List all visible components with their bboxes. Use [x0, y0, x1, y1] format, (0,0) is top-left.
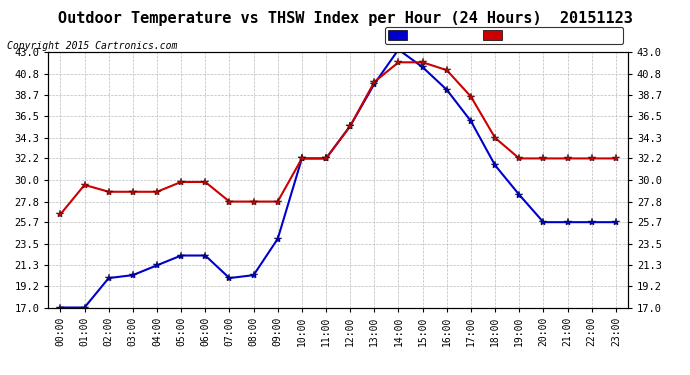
- Legend: THSW  (°F), Temperature  (°F): THSW (°F), Temperature (°F): [385, 27, 622, 44]
- Text: Outdoor Temperature vs THSW Index per Hour (24 Hours)  20151123: Outdoor Temperature vs THSW Index per Ho…: [57, 11, 633, 26]
- Text: Copyright 2015 Cartronics.com: Copyright 2015 Cartronics.com: [7, 41, 177, 51]
